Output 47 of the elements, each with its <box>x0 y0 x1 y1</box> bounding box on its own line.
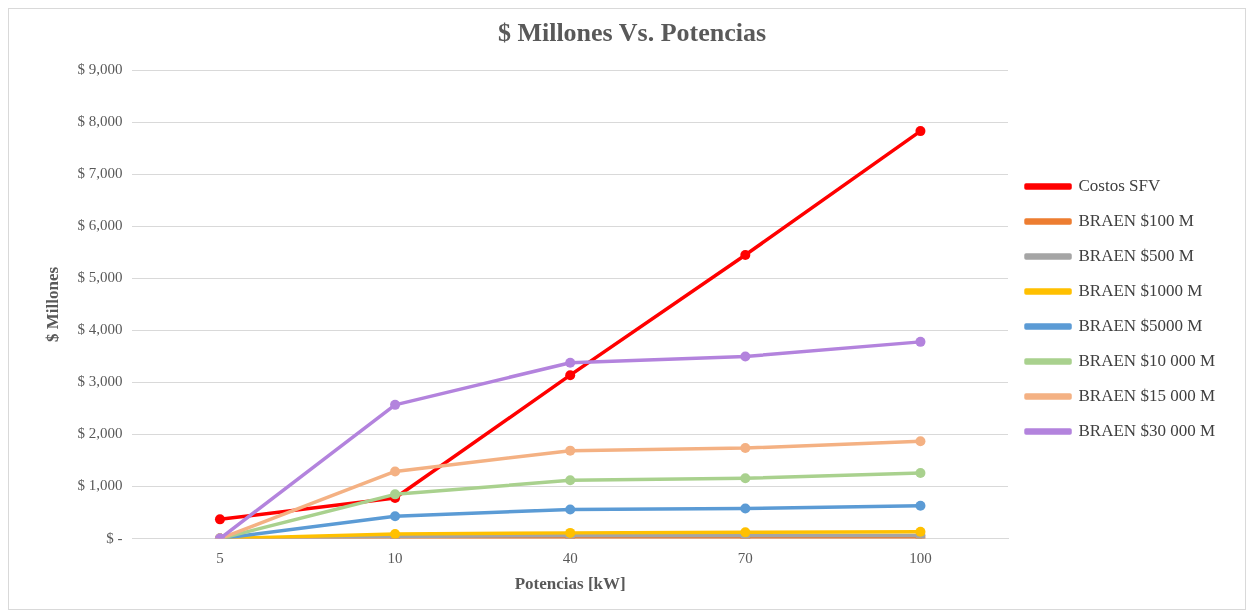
legend-label: BRAEN $15 000 M <box>1078 385 1215 405</box>
point <box>390 489 401 500</box>
point <box>915 336 926 347</box>
legend-label: BRAEN $10 000 M <box>1078 350 1215 370</box>
point <box>390 511 401 522</box>
x-tick-label: 70 <box>737 549 753 566</box>
legend-label: BRAEN $100 M <box>1078 210 1194 230</box>
x-tick-label: 40 <box>562 549 578 566</box>
point <box>740 351 751 362</box>
point <box>565 504 576 515</box>
y-tick-label: $ - <box>106 529 123 546</box>
y-tick-label: $ 2,000 <box>77 425 123 442</box>
y-tick-label: $ 6,000 <box>77 217 123 234</box>
point <box>565 475 576 486</box>
y-tick-label: $ 3,000 <box>77 373 123 390</box>
point <box>915 500 926 511</box>
point <box>740 249 751 260</box>
y-tick-label: $ 4,000 <box>77 321 123 338</box>
y-tick-label: $ 1,000 <box>77 477 123 494</box>
y-tick-label: $ 8,000 <box>77 113 123 130</box>
point <box>390 399 401 410</box>
x-tick-label: 100 <box>909 549 932 566</box>
point <box>740 503 751 514</box>
y-tick-label: $ 9,000 <box>77 61 123 78</box>
point <box>390 466 401 477</box>
legend-label: BRAEN $30 000 M <box>1078 420 1215 440</box>
point <box>565 445 576 456</box>
y-axis-title: $ Millones <box>42 266 62 342</box>
point <box>915 436 926 447</box>
point <box>915 126 926 137</box>
point <box>915 526 926 537</box>
y-tick-label: $ 7,000 <box>77 165 123 182</box>
point <box>740 473 751 484</box>
legend-label: BRAEN $1000 M <box>1078 280 1203 300</box>
x-tick-label: 5 <box>216 549 224 566</box>
chart-title: $ Millones Vs. Potencias <box>497 18 767 48</box>
legend-label: BRAEN $5000 M <box>1078 315 1203 335</box>
legend-label: BRAEN $500 M <box>1078 245 1194 265</box>
point <box>740 443 751 454</box>
legend-label: Costos SFV <box>1078 175 1161 195</box>
x-tick-label: 10 <box>387 549 403 566</box>
point <box>915 468 926 479</box>
point <box>565 370 576 381</box>
x-axis-title: Potencias [kW] <box>514 574 626 594</box>
point <box>565 357 576 368</box>
y-tick-label: $ 5,000 <box>77 269 123 286</box>
point <box>214 514 225 525</box>
